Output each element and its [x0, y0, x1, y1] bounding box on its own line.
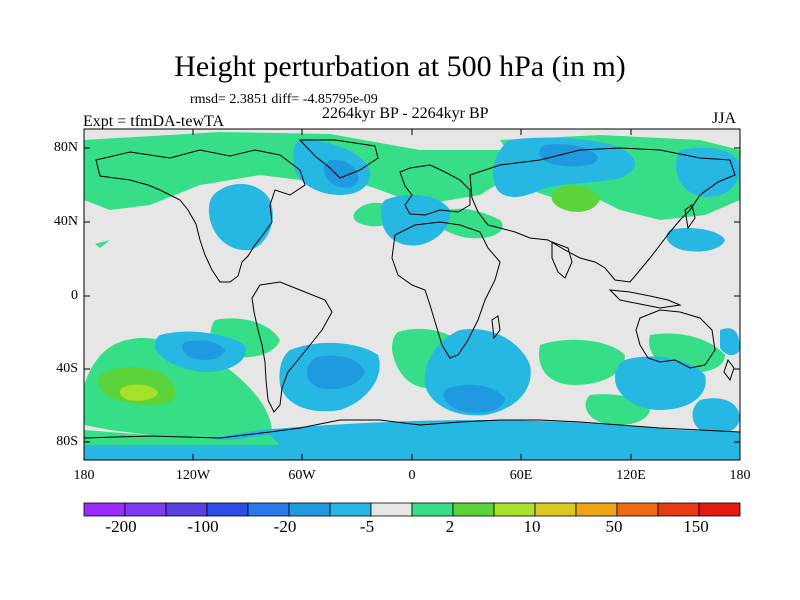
experiment-label: Expt = tfmDA-tewTA	[83, 113, 225, 130]
colorbar-label: -100	[187, 517, 219, 536]
colorbar-label: -5	[359, 517, 375, 536]
contour-green-patch-5	[551, 184, 600, 212]
lon-tick-label: 120W	[175, 468, 211, 483]
coast-asia	[469, 147, 736, 283]
colorbar-swatch	[370, 502, 413, 517]
lon-tick-label: 180	[729, 468, 751, 483]
coast-indonesia	[608, 289, 682, 309]
colorbar-swatch	[165, 502, 208, 517]
colorbar-swatch	[247, 502, 290, 517]
contour-sh-blue-7	[615, 356, 706, 410]
colorbar-swatch	[698, 502, 741, 517]
colorbar-swatch	[329, 502, 372, 517]
season-label: JJA	[712, 110, 737, 127]
lon-tick-label: 60W	[288, 468, 316, 483]
colorbar-swatch	[83, 502, 126, 517]
contour-sh-green-3	[120, 384, 158, 401]
contour-sh-blue-8	[692, 398, 740, 435]
coast-south-america	[251, 281, 333, 413]
lat-tick-label: 80S	[56, 434, 78, 449]
colorbar-label: 2	[445, 517, 455, 536]
contour-nh-blue-3	[324, 159, 359, 188]
axis-ticks	[83, 129, 741, 460]
lon-tick-label: 60E	[509, 468, 533, 483]
coastlines	[84, 139, 740, 439]
time-range-line: 2264kyr BP - 2264kyr BP	[322, 105, 489, 122]
lat-tick-label: 40S	[56, 361, 78, 376]
colorbar-swatch	[493, 502, 536, 517]
coast-africa	[391, 221, 501, 359]
contour-sh-green-6	[539, 339, 625, 385]
coast-india	[551, 241, 573, 279]
coast-antarctica	[84, 419, 740, 439]
coast-madagascar	[491, 315, 501, 340]
contour-sh-blue-6	[443, 384, 505, 413]
colorbar-label: 50	[605, 517, 623, 536]
colorbar-label: -200	[105, 517, 137, 536]
contour-sh-blue-4	[306, 355, 365, 390]
contour-sh-blue-9	[720, 328, 740, 356]
map-title: Height perturbation at 500 hPa (in m)	[174, 50, 626, 83]
coast-europe	[399, 164, 471, 216]
contour-sh-green-band-bottom	[84, 430, 280, 445]
lon-tick-label: 0	[408, 468, 416, 483]
contour-nh-blue-1	[208, 184, 273, 251]
contour-sh-blue-2	[182, 340, 225, 360]
colorbar-label: 150	[683, 517, 709, 536]
colorbar	[83, 502, 741, 517]
colorbar-swatch	[616, 502, 659, 517]
coast-australia	[635, 309, 716, 369]
contour-sh-blue-band	[84, 420, 740, 460]
lon-tick-label: 180	[73, 468, 95, 483]
contour-sh-green-patch-9	[95, 240, 110, 248]
colorbar-label: -20	[273, 517, 297, 536]
lat-tick-label: 0	[71, 288, 78, 303]
colorbar-swatch	[124, 502, 167, 517]
colorbar-swatch	[534, 502, 577, 517]
colorbar-swatch	[206, 502, 249, 517]
lon-tick-label: 120E	[616, 468, 646, 483]
colorbar-label: 10	[523, 517, 541, 536]
contour-green-patch-4	[437, 208, 503, 239]
contour-nh-blue-6	[676, 147, 740, 197]
lat-tick-label: 80N	[53, 140, 78, 155]
colorbar-swatch	[575, 502, 618, 517]
coast-new-zealand	[723, 358, 735, 382]
contour-nh-blue-7	[380, 194, 451, 246]
colorbar-swatch	[452, 502, 495, 517]
stats-line: rmsd= 2.3851 diff= -4.85795e-09	[190, 92, 378, 107]
colorbar-swatch	[288, 502, 331, 517]
contour-sh-green-1	[84, 338, 272, 440]
coast-north-america	[95, 149, 306, 283]
coast-greenland	[298, 139, 379, 179]
lat-tick-label: 40N	[53, 214, 78, 229]
colorbar-swatch	[657, 502, 700, 517]
contour-nh-blue-8	[666, 228, 725, 252]
colorbar-swatch	[411, 502, 454, 517]
contour-nh-blue-4	[493, 137, 635, 197]
coast-japan	[684, 204, 696, 230]
